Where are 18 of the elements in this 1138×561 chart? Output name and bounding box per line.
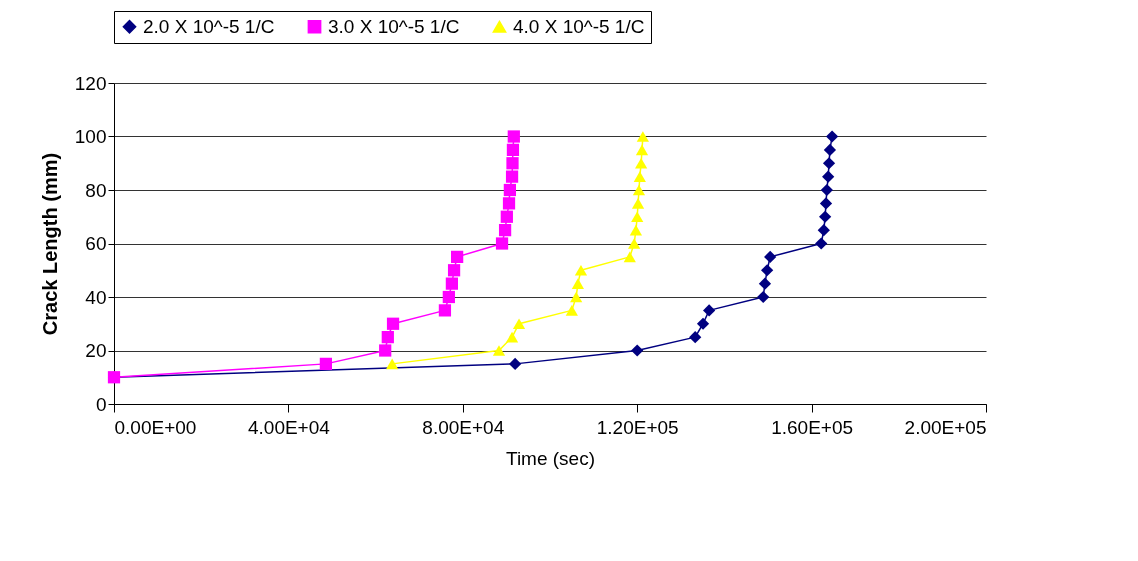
y-tick-label: 80	[85, 179, 107, 201]
y-tick-label: 20	[85, 340, 107, 361]
x-tick-label: 8.00E+04	[422, 416, 505, 438]
y-tick-label: 100	[74, 126, 107, 147]
y-tick-label: 0	[95, 393, 107, 415]
y-tick-label: 120	[74, 72, 107, 94]
x-tick-label: 4.00E+04	[247, 416, 331, 438]
x-axis-title: Time (sec)	[505, 447, 596, 469]
y-tick-label: 40	[85, 286, 107, 308]
legend-label: 3.0 X 10^-5 1/C	[328, 15, 460, 37]
legend-label: 2.0 X 10^-5 1/C	[143, 15, 275, 37]
y-axis-title: Crack Length (mm)	[38, 152, 61, 336]
x-tick-label: 2.00E+05	[904, 416, 987, 438]
legend-label: 4.0 X 10^-5 1/C	[513, 15, 645, 37]
y-tick-label: 60	[85, 233, 107, 254]
x-tick-label: 1.20E+05	[596, 416, 679, 438]
x-tick-label: 0.00E+00	[114, 416, 197, 438]
x-tick-label: 1.60E+05	[771, 416, 854, 438]
